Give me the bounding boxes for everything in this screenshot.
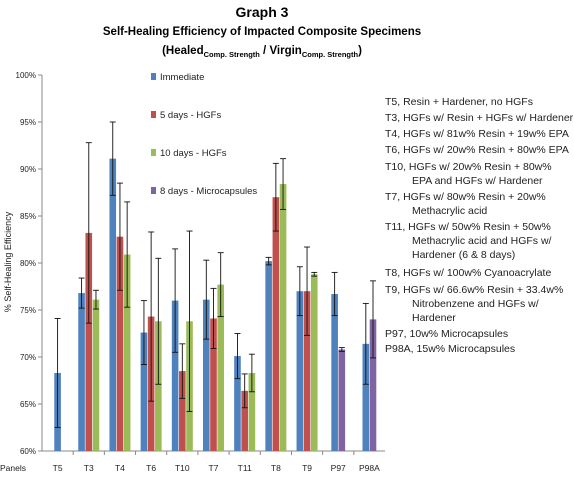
legend-swatch: [151, 149, 156, 156]
annotation-line: Methacrylic acid and HGFs w/: [412, 235, 552, 247]
x-tick-label: P97: [331, 463, 346, 473]
bar: [241, 390, 248, 451]
y-tick-label: 65%: [20, 400, 36, 409]
x-tick-label: T9: [302, 463, 312, 473]
bar: [310, 274, 318, 451]
legend-swatch: [151, 187, 156, 194]
x-tick-label: T11: [238, 463, 252, 473]
formula-close: ): [358, 45, 362, 57]
legend-label: 8 days - Microcapsules: [160, 186, 257, 197]
x-tick-label: T5: [53, 463, 63, 473]
y-tick-label: 95%: [20, 118, 36, 127]
x-tick-label: T8: [271, 463, 281, 473]
chart-formula: (HealedComp. Strength / VirginComp. Stre…: [162, 45, 362, 59]
annotation-line: Methacrylic acid: [412, 205, 487, 217]
bar: [116, 236, 124, 451]
x-tick-label: T10: [175, 463, 190, 473]
formula-mid: / Virgin: [260, 45, 302, 57]
annotation-line: Hardener (6 & 8 days): [412, 249, 515, 261]
x-tick-label: T3: [84, 463, 94, 473]
formula-virgin-sub: Comp. Strength: [302, 50, 359, 59]
bars: [54, 158, 377, 452]
bar: [362, 343, 370, 451]
annotation-line: T7, HGFs w/ 80w% Resin + 20w%: [385, 191, 546, 203]
x-axis-prefix: Panels: [0, 463, 26, 473]
bar: [296, 291, 304, 451]
annotation-line: P97, 10w% Microcapsules: [385, 328, 508, 340]
bar: [85, 232, 93, 451]
y-tick-label: 90%: [20, 165, 36, 174]
legend: Immediate 5 days - HGFs 10 days - HGFs 8 da…: [151, 72, 257, 197]
chart-title: Graph 3: [236, 4, 289, 20]
bar: [303, 291, 311, 451]
axes: 60% 65% 70% 75% 80% 85% 90% 95% 100% T5 T3 T4 T6 T10 T…: [16, 71, 385, 473]
y-tick-label: 60%: [20, 447, 36, 456]
bar: [217, 284, 224, 451]
bar: [210, 318, 217, 451]
legend-swatch: [151, 73, 156, 80]
error-bars: [54, 121, 377, 428]
y-tick-label: 100%: [16, 71, 36, 80]
annotation-line: T10, HGFs w/ 20w% Resin + 80w%: [385, 161, 552, 173]
annotation-line: T6, HGFs w/ 20w% Resin + 80w% EPA: [385, 144, 569, 156]
bar: [179, 371, 186, 451]
legend-label: Immediate: [160, 72, 204, 83]
x-tick-label: T4: [115, 463, 125, 473]
y-tick-label: 70%: [20, 353, 36, 362]
annotation-line: T9, HGFs w/ 66.6w% Resin + 33.4w%: [385, 284, 563, 296]
bar: [265, 261, 272, 451]
y-tick-label: 75%: [20, 306, 36, 315]
bar: [338, 349, 346, 451]
bar: [248, 372, 256, 451]
annotation-line: P98A, 15w% Microcapsules: [385, 343, 515, 355]
x-tick-label: T7: [209, 463, 219, 473]
legend-swatch: [151, 111, 156, 118]
x-tick-label: T6: [146, 463, 156, 473]
bar: [109, 158, 117, 451]
annotation-line: T5, Resin + Hardener, no HGFs: [385, 96, 533, 108]
annotation-line: T8, HGFs w/ 100w% Cyanoacrylate: [385, 267, 551, 279]
annotation-line: Hardener: [412, 312, 456, 324]
legend-label: 10 days - HGFs: [160, 148, 227, 159]
bar: [92, 299, 100, 451]
legend-label: 5 days - HGFs: [160, 110, 221, 121]
annotation-line: T11, HGFs w/ 50w% Resin + 50w%: [385, 221, 551, 233]
annotation-line: T4, HGFs w/ 81w% Resin + 19w% EPA: [385, 128, 569, 140]
formula-healed-sub: Comp. Strength: [204, 50, 261, 59]
bar: [78, 293, 85, 451]
bar: [272, 197, 280, 451]
annotations: T5, Resin + Hardener, no HGFs T3, HGFs w/…: [385, 96, 574, 355]
annotation-line: T3, HGFs w/ Resin + HGFs w/ Hardener: [385, 112, 574, 124]
bar: [140, 332, 148, 451]
x-tick-label: P98A: [359, 463, 380, 473]
y-tick-label: 80%: [20, 259, 36, 268]
bar: [234, 356, 241, 451]
y-tick-label: 85%: [20, 212, 36, 221]
annotation-line: EPA and HGFs w/ Hardener: [412, 175, 543, 187]
bar: [369, 319, 377, 451]
bar: [331, 294, 338, 451]
bar: [155, 321, 162, 451]
bar: [171, 300, 179, 451]
annotation-line: Nitrobenzene and HGFs w/: [412, 298, 539, 310]
bar: [279, 184, 287, 452]
chart-subtitle: Self-Healing Efficiency of Impacted Comp…: [103, 26, 421, 38]
bar: [123, 254, 131, 451]
bar: [203, 299, 210, 451]
y-axis-label: % Self-Healing Efficiency: [3, 211, 13, 312]
formula-open: (Healed: [162, 45, 204, 57]
